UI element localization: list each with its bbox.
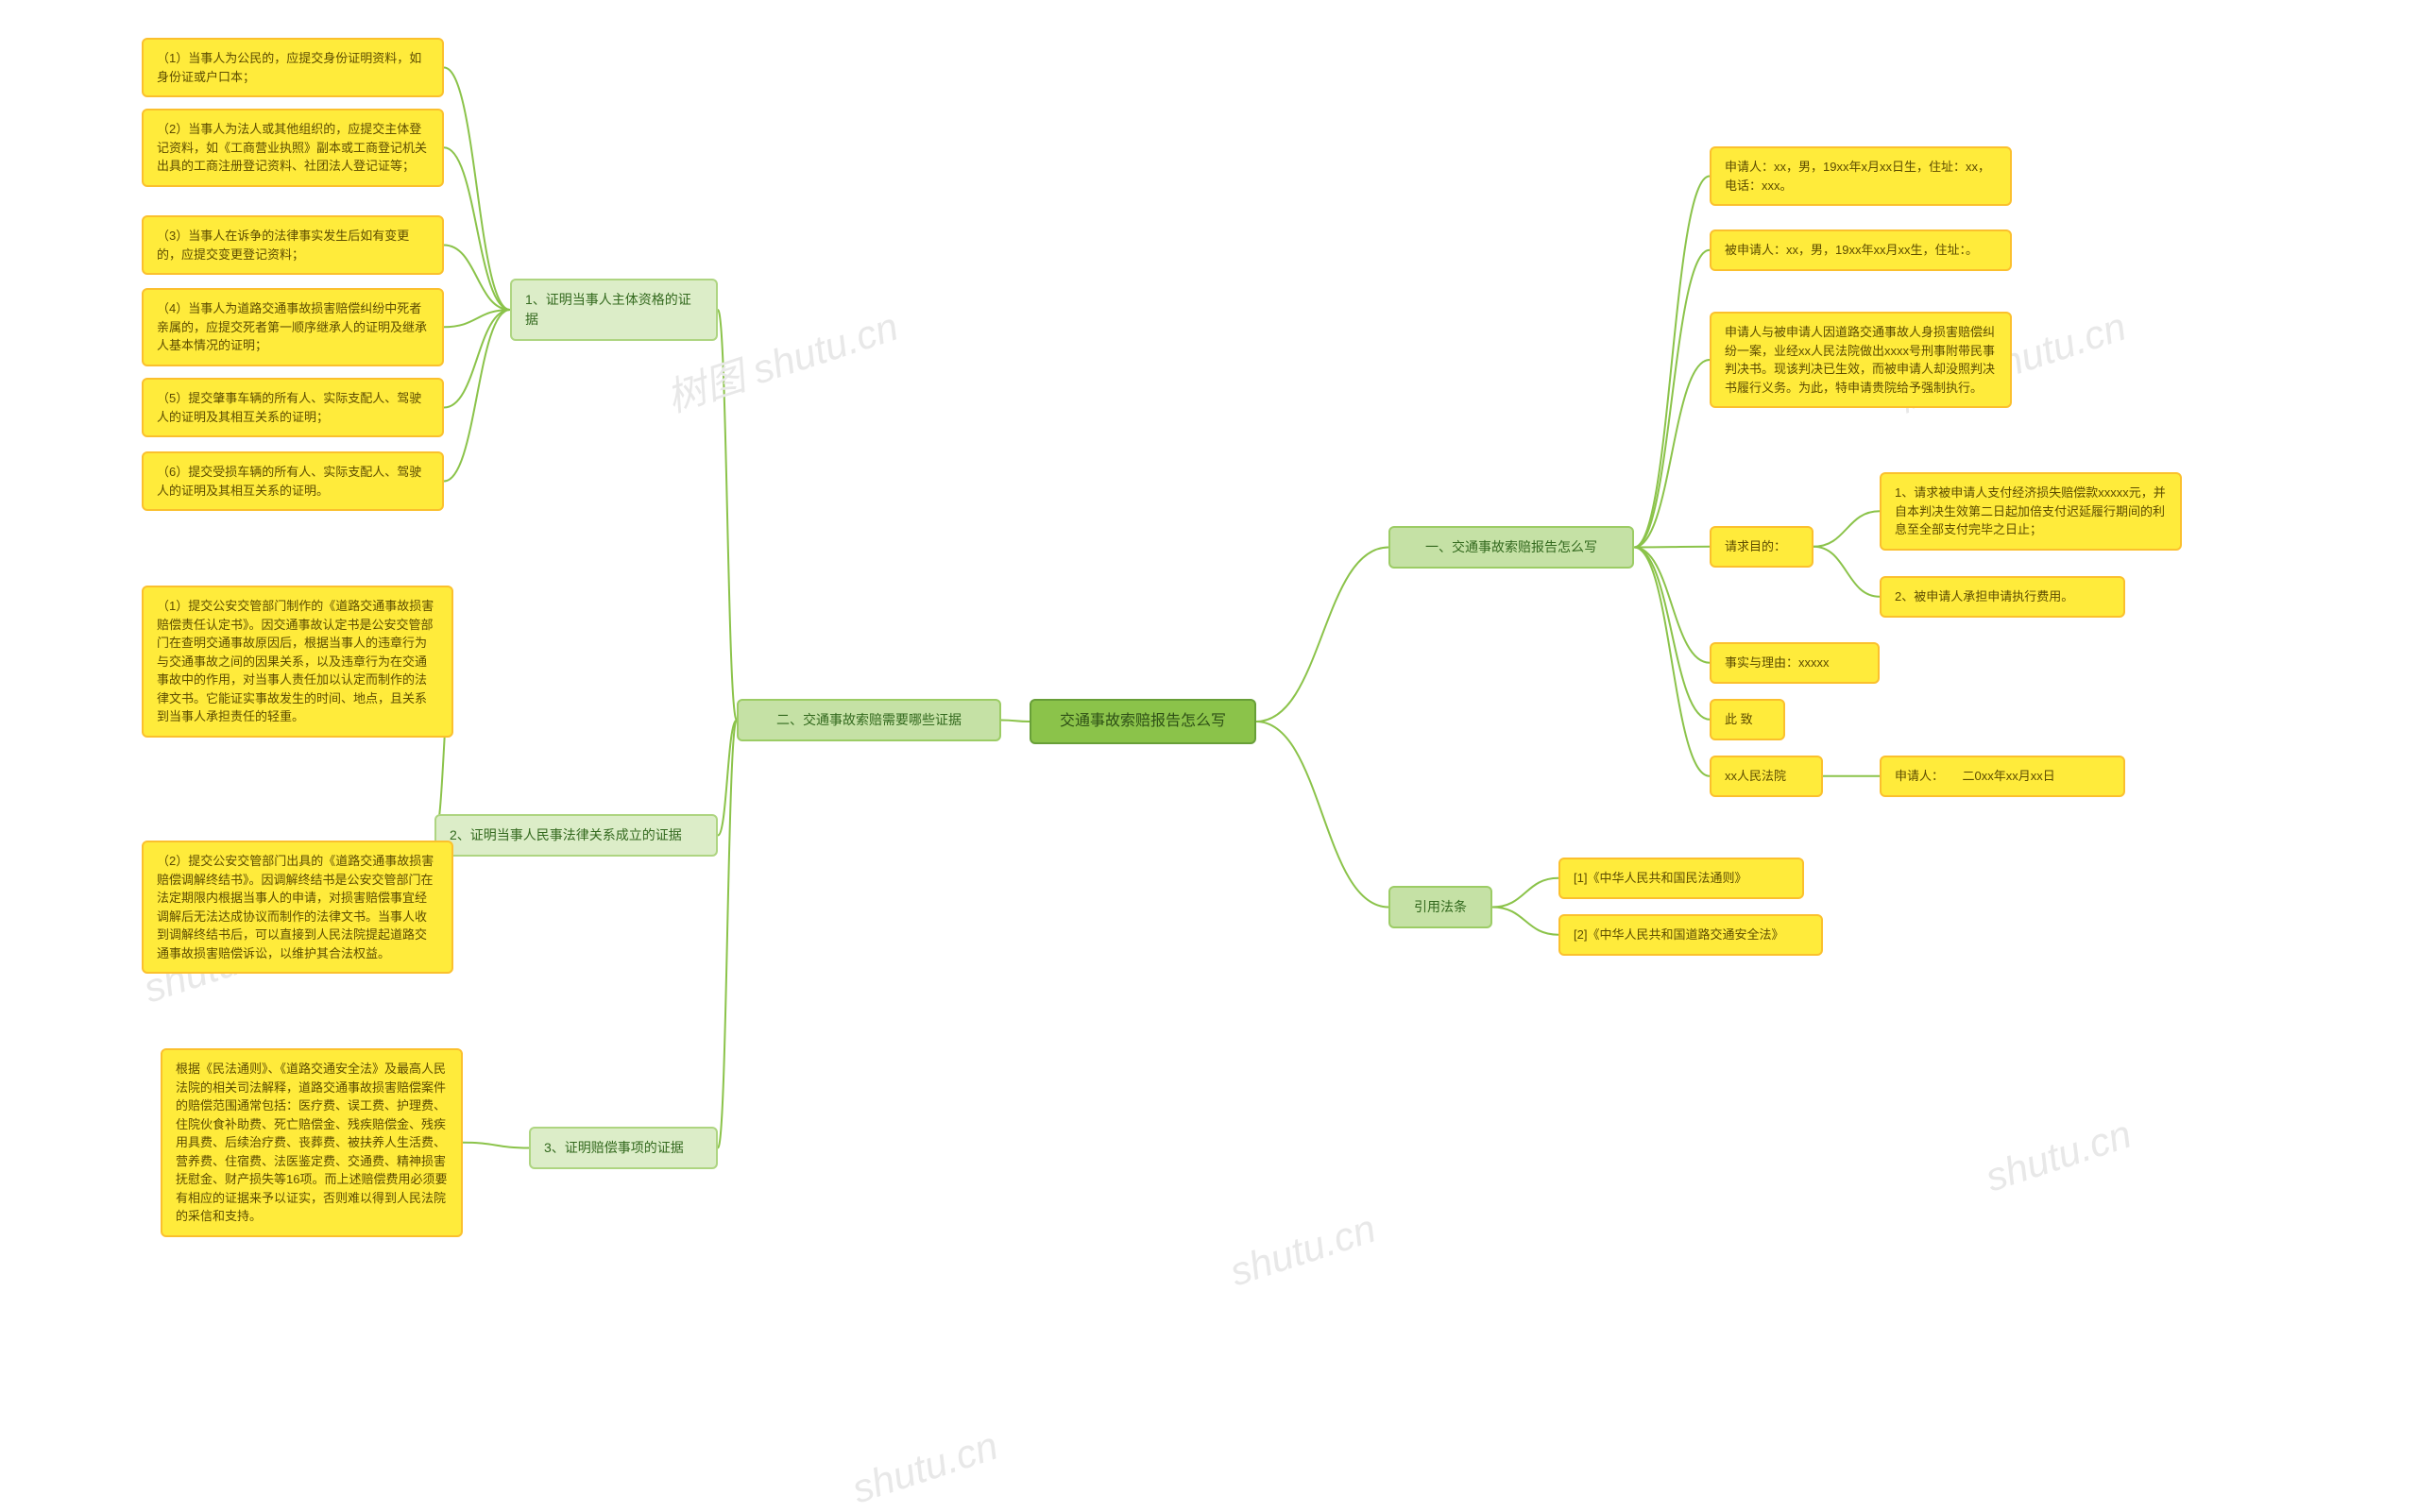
leaf-l1-4: （4）当事人为道路交通事故损害赔偿纠纷中死者亲属的，应提交死者第一顺序继承人的证… xyxy=(142,288,444,366)
leaf-r2-2: [2]《中华人民共和国道路交通安全法》 xyxy=(1558,914,1823,956)
watermark: shutu.cn xyxy=(1980,1112,2137,1201)
leaf-r2-1: [1]《中华人民共和国民法通则》 xyxy=(1558,858,1804,899)
branch-right-1[interactable]: 一、交通事故索赔报告怎么写 xyxy=(1388,526,1634,569)
leaf-l2-2: （2）提交公安交管部门出具的《道路交通事故损害赔偿调解终结书》。因调解终结书是公… xyxy=(142,841,453,974)
watermark: shutu.cn xyxy=(846,1423,1003,1512)
leaf-r1-1: 申请人：xx，男，19xx年x月xx日生，住址：xx，电话：xxx。 xyxy=(1710,146,2012,206)
leaf-r1-7: xx人民法院 xyxy=(1710,756,1823,797)
leaf-l2-1: （1）提交公安交管部门制作的《道路交通事故损害赔偿责任认定书》。因交通事故认定书… xyxy=(142,586,453,738)
leaf-r1-4: 请求目的： xyxy=(1710,526,1814,568)
leaf-r1-2: 被申请人：xx，男，19xx年xx月xx生，住址：。 xyxy=(1710,229,2012,271)
sub-left-1[interactable]: 1、证明当事人主体资格的证据 xyxy=(510,279,718,341)
leaf-r1-5: 事实与理由：xxxxx xyxy=(1710,642,1880,684)
leaf-r1-4-1: 1、请求被申请人支付经济损失赔偿款xxxxx元，并自本判决生效第二日起加倍支付迟… xyxy=(1880,472,2182,551)
leaf-l1-6: （6）提交受损车辆的所有人、实际支配人、驾驶人的证明及其相互关系的证明。 xyxy=(142,451,444,511)
root-node[interactable]: 交通事故索赔报告怎么写 xyxy=(1030,699,1256,744)
watermark: shutu.cn xyxy=(1224,1206,1381,1296)
leaf-l1-2: （2）当事人为法人或其他组织的，应提交主体登记资料，如《工商营业执照》副本或工商… xyxy=(142,109,444,187)
sub-left-2[interactable]: 2、证明当事人民事法律关系成立的证据 xyxy=(434,814,718,857)
leaf-l1-3: （3）当事人在诉争的法律事实发生后如有变更的，应提交变更登记资料； xyxy=(142,215,444,275)
leaf-r1-7-1: 申请人： 二0xx年xx月xx日 xyxy=(1880,756,2125,797)
leaf-l1-1: （1）当事人为公民的，应提交身份证明资料，如身份证或户口本； xyxy=(142,38,444,97)
leaf-r1-3: 申请人与被申请人因道路交通事故人身损害赔偿纠纷一案，业经xx人民法院做出xxxx… xyxy=(1710,312,2012,408)
leaf-l3-1: 根据《民法通则》、《道路交通安全法》及最高人民法院的相关司法解释，道路交通事故损… xyxy=(161,1048,463,1237)
branch-right-2[interactable]: 引用法条 xyxy=(1388,886,1492,928)
sub-left-3[interactable]: 3、证明赔偿事项的证据 xyxy=(529,1127,718,1169)
leaf-r1-6: 此 致 xyxy=(1710,699,1785,740)
branch-left[interactable]: 二、交通事故索赔需要哪些证据 xyxy=(737,699,1001,741)
leaf-r1-4-2: 2、被申请人承担申请执行费用。 xyxy=(1880,576,2125,618)
leaf-l1-5: （5）提交肇事车辆的所有人、实际支配人、驾驶人的证明及其相互关系的证明； xyxy=(142,378,444,437)
